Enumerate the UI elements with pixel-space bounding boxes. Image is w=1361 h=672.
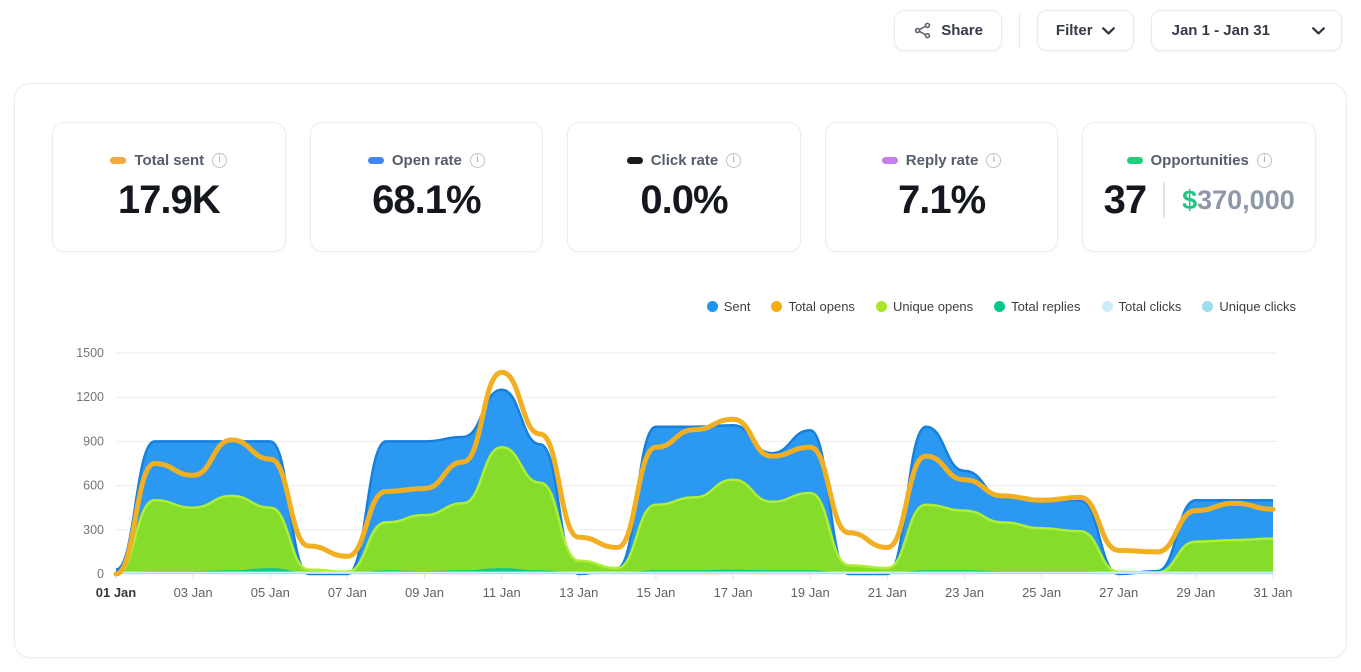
stat-label: Open rate <box>391 151 462 169</box>
stat-card-click-rate: Click rate 0.0% <box>567 122 801 252</box>
share-icon <box>913 21 932 40</box>
svg-text:21 Jan: 21 Jan <box>868 585 907 600</box>
legend-item[interactable]: Unique opens <box>875 299 974 314</box>
opportunities-pill-icon <box>1126 156 1143 164</box>
date-range-selector[interactable]: Jan 1 - Jan 31 <box>1150 10 1342 51</box>
svg-text:23 Jan: 23 Jan <box>945 585 984 600</box>
currency-amount: 370,000 <box>1197 184 1295 215</box>
legend-dot-icon <box>875 301 887 312</box>
stat-card-opportunities: Opportunities 37 $370,000 <box>1082 122 1316 252</box>
svg-text:17 Jan: 17 Jan <box>714 585 753 600</box>
svg-text:13 Jan: 13 Jan <box>559 585 598 600</box>
stat-card-open-rate: Open rate 68.1% <box>309 122 544 252</box>
stat-label: Reply rate <box>905 151 979 169</box>
stat-value: 17.9K <box>117 177 221 222</box>
svg-text:25 Jan: 25 Jan <box>1022 585 1061 600</box>
currency-symbol: $ <box>1182 184 1198 215</box>
legend-item[interactable]: Unique clicks <box>1202 299 1296 314</box>
opportunities-count: 37 <box>1103 177 1147 222</box>
reply-rate-pill-icon <box>881 156 898 164</box>
filter-button-label: Filter <box>1055 22 1093 39</box>
legend-dot-icon <box>1101 301 1113 312</box>
legend-label: Total opens <box>788 299 855 314</box>
stat-card-total-sent: Total sent 17.9K <box>52 122 286 252</box>
chevron-down-icon <box>1312 26 1325 35</box>
info-icon[interactable] <box>212 152 228 168</box>
svg-text:09 Jan: 09 Jan <box>405 585 444 600</box>
stats-row: Total sent 17.9K Open rate 68.1% Click r… <box>52 122 1316 252</box>
svg-text:05 Jan: 05 Jan <box>251 585 290 600</box>
svg-text:1500: 1500 <box>76 346 104 360</box>
toolbar-divider <box>1018 13 1020 48</box>
stat-label: Total sent <box>134 151 205 169</box>
svg-text:15 Jan: 15 Jan <box>636 585 675 600</box>
share-button-label: Share <box>941 22 983 39</box>
svg-text:900: 900 <box>83 434 104 448</box>
legend-item[interactable]: Total opens <box>771 299 855 314</box>
svg-text:0: 0 <box>97 567 104 581</box>
total-sent-pill-icon <box>110 156 127 164</box>
legend-label: Total replies <box>1011 299 1081 314</box>
legend-label: Unique opens <box>892 299 974 314</box>
stat-label: Opportunities <box>1150 151 1249 169</box>
legend-label: Total clicks <box>1118 299 1182 314</box>
legend-item[interactable]: Sent <box>706 299 751 314</box>
toolbar: Share Filter Jan 1 - Jan 31 <box>894 10 1342 51</box>
chevron-down-icon <box>1101 26 1115 35</box>
svg-text:300: 300 <box>83 523 104 537</box>
svg-text:29 Jan: 29 Jan <box>1176 585 1215 600</box>
legend-dot-icon <box>1202 301 1214 312</box>
svg-text:01 Jan: 01 Jan <box>96 585 137 600</box>
info-icon[interactable] <box>986 152 1002 168</box>
chart-legend: Sent Total opens Unique opens Total replies… <box>706 299 1296 314</box>
filter-button[interactable]: Filter <box>1036 10 1134 51</box>
legend-item[interactable]: Total clicks <box>1101 299 1182 314</box>
share-button[interactable]: Share <box>894 10 1002 51</box>
svg-text:07 Jan: 07 Jan <box>328 585 367 600</box>
info-icon[interactable] <box>469 152 485 168</box>
svg-text:19 Jan: 19 Jan <box>791 585 830 600</box>
legend-dot-icon <box>994 301 1006 312</box>
legend-dot-icon <box>771 301 783 312</box>
legend-dot-icon <box>706 301 718 312</box>
svg-text:1200: 1200 <box>76 390 104 404</box>
svg-text:03 Jan: 03 Jan <box>174 585 213 600</box>
svg-text:11 Jan: 11 Jan <box>483 585 521 600</box>
chart-area[interactable]: 0 300 600 900 1200 1500 01 Jan 03 Jan 05 Jan 07 J… <box>15 339 1348 624</box>
opportunities-value: $370,000 <box>1182 185 1295 216</box>
date-range-label: Jan 1 - Jan 31 <box>1171 22 1270 39</box>
sends-chart: 0 300 600 900 1200 1500 01 Jan 03 Jan 05 Jan 07 J… <box>76 346 1292 600</box>
stat-value: 0.0% <box>640 177 728 222</box>
value-divider <box>1163 182 1166 218</box>
legend-label: Unique clicks <box>1219 299 1296 314</box>
analytics-panel: Total sent 17.9K Open rate 68.1% Click r… <box>14 83 1347 658</box>
stat-value: 7.1% <box>897 177 986 222</box>
info-icon[interactable] <box>726 152 742 168</box>
legend-label: Sent <box>723 299 751 314</box>
svg-text:31 Jan: 31 Jan <box>1253 585 1292 600</box>
click-rate-pill-icon <box>626 156 643 164</box>
stat-label: Click rate <box>650 151 719 169</box>
open-rate-pill-icon <box>367 156 384 164</box>
info-icon[interactable] <box>1256 152 1272 168</box>
stat-value: 68.1% <box>372 177 481 222</box>
svg-text:600: 600 <box>83 479 104 493</box>
stat-card-reply-rate: Reply rate 7.1% <box>824 122 1059 252</box>
svg-text:27 Jan: 27 Jan <box>1099 585 1138 600</box>
legend-item[interactable]: Total replies <box>994 299 1081 314</box>
